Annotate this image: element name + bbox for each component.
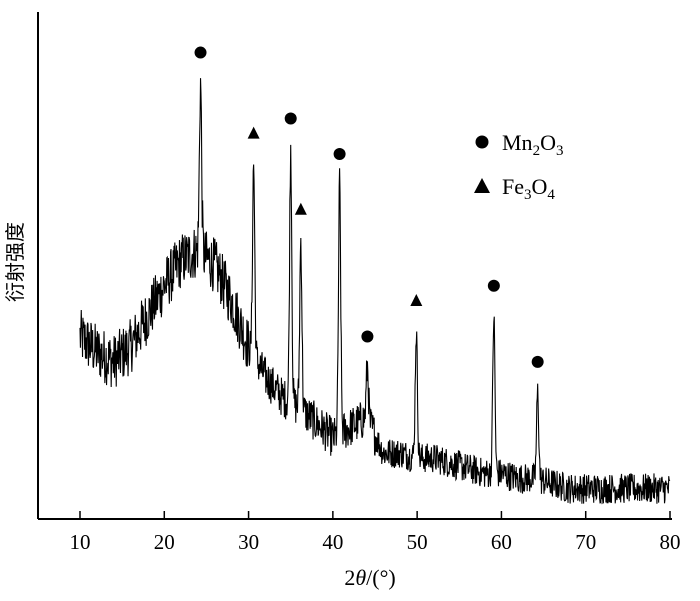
- x-axis-label: 2θ/(°): [344, 565, 395, 590]
- legend-label-fe3o4: Fe3O4: [502, 174, 555, 203]
- axes: [37, 12, 672, 520]
- legend-entry-mn2o3: Mn2O3: [475, 130, 563, 159]
- legend-circle-marker: [475, 135, 489, 149]
- fe3o4-peak-marker: [247, 126, 260, 139]
- x-axis-label-suffix: /(°): [366, 565, 396, 590]
- x-tick-label-70: 70: [575, 530, 596, 554]
- mn2o3-peak-marker: [361, 330, 374, 343]
- x-tick-label-30: 30: [238, 530, 259, 554]
- legend-mn2o3-el1: Mn: [502, 130, 533, 155]
- legend-fe3o4-el1: Fe: [502, 174, 524, 199]
- xrd-series-line: [79, 78, 671, 505]
- legend-fe3o4-el2: O: [532, 174, 548, 199]
- y-axis-label: 衍射强度: [3, 222, 27, 302]
- mn2o3-peak-marker: [194, 46, 207, 59]
- x-tick-label-20: 20: [154, 530, 175, 554]
- legend-entry-fe3o4: Fe3O4: [474, 174, 555, 203]
- legend-mn2o3-sub1: 2: [533, 143, 541, 159]
- x-tick-label-10: 10: [70, 530, 91, 554]
- x-tick-label-40: 40: [322, 530, 343, 554]
- legend-mn2o3-sub2: 3: [556, 143, 564, 159]
- x-tick-label-60: 60: [491, 530, 512, 554]
- mn2o3-peak-marker: [333, 147, 346, 160]
- legend-label-mn2o3: Mn2O3: [502, 130, 563, 159]
- legend: Mn2O3 Fe3O4: [474, 130, 563, 203]
- x-axis-label-theta: θ: [355, 565, 366, 590]
- x-ticks: [79, 511, 671, 519]
- x-axis-label-prefix: 2: [344, 565, 355, 590]
- x-tick-label-80: 80: [660, 530, 681, 554]
- fe3o4-peak-marker: [410, 293, 423, 306]
- plot-area: [79, 78, 671, 505]
- mn2o3-peak-marker: [487, 279, 500, 292]
- legend-triangle-marker: [474, 178, 490, 193]
- legend-fe3o4-sub2: 4: [547, 187, 555, 203]
- x-tick-label-50: 50: [407, 530, 428, 554]
- x-tick-labels: 10 20 30 40 50 60 70 80: [70, 530, 681, 554]
- fe3o4-peak-marker: [294, 202, 307, 215]
- legend-fe3o4-sub1: 3: [524, 187, 532, 203]
- mn2o3-peak-marker: [284, 112, 297, 125]
- phase-markers: [194, 46, 544, 368]
- mn2o3-peak-marker: [531, 355, 544, 368]
- legend-mn2o3-el2: O: [540, 130, 556, 155]
